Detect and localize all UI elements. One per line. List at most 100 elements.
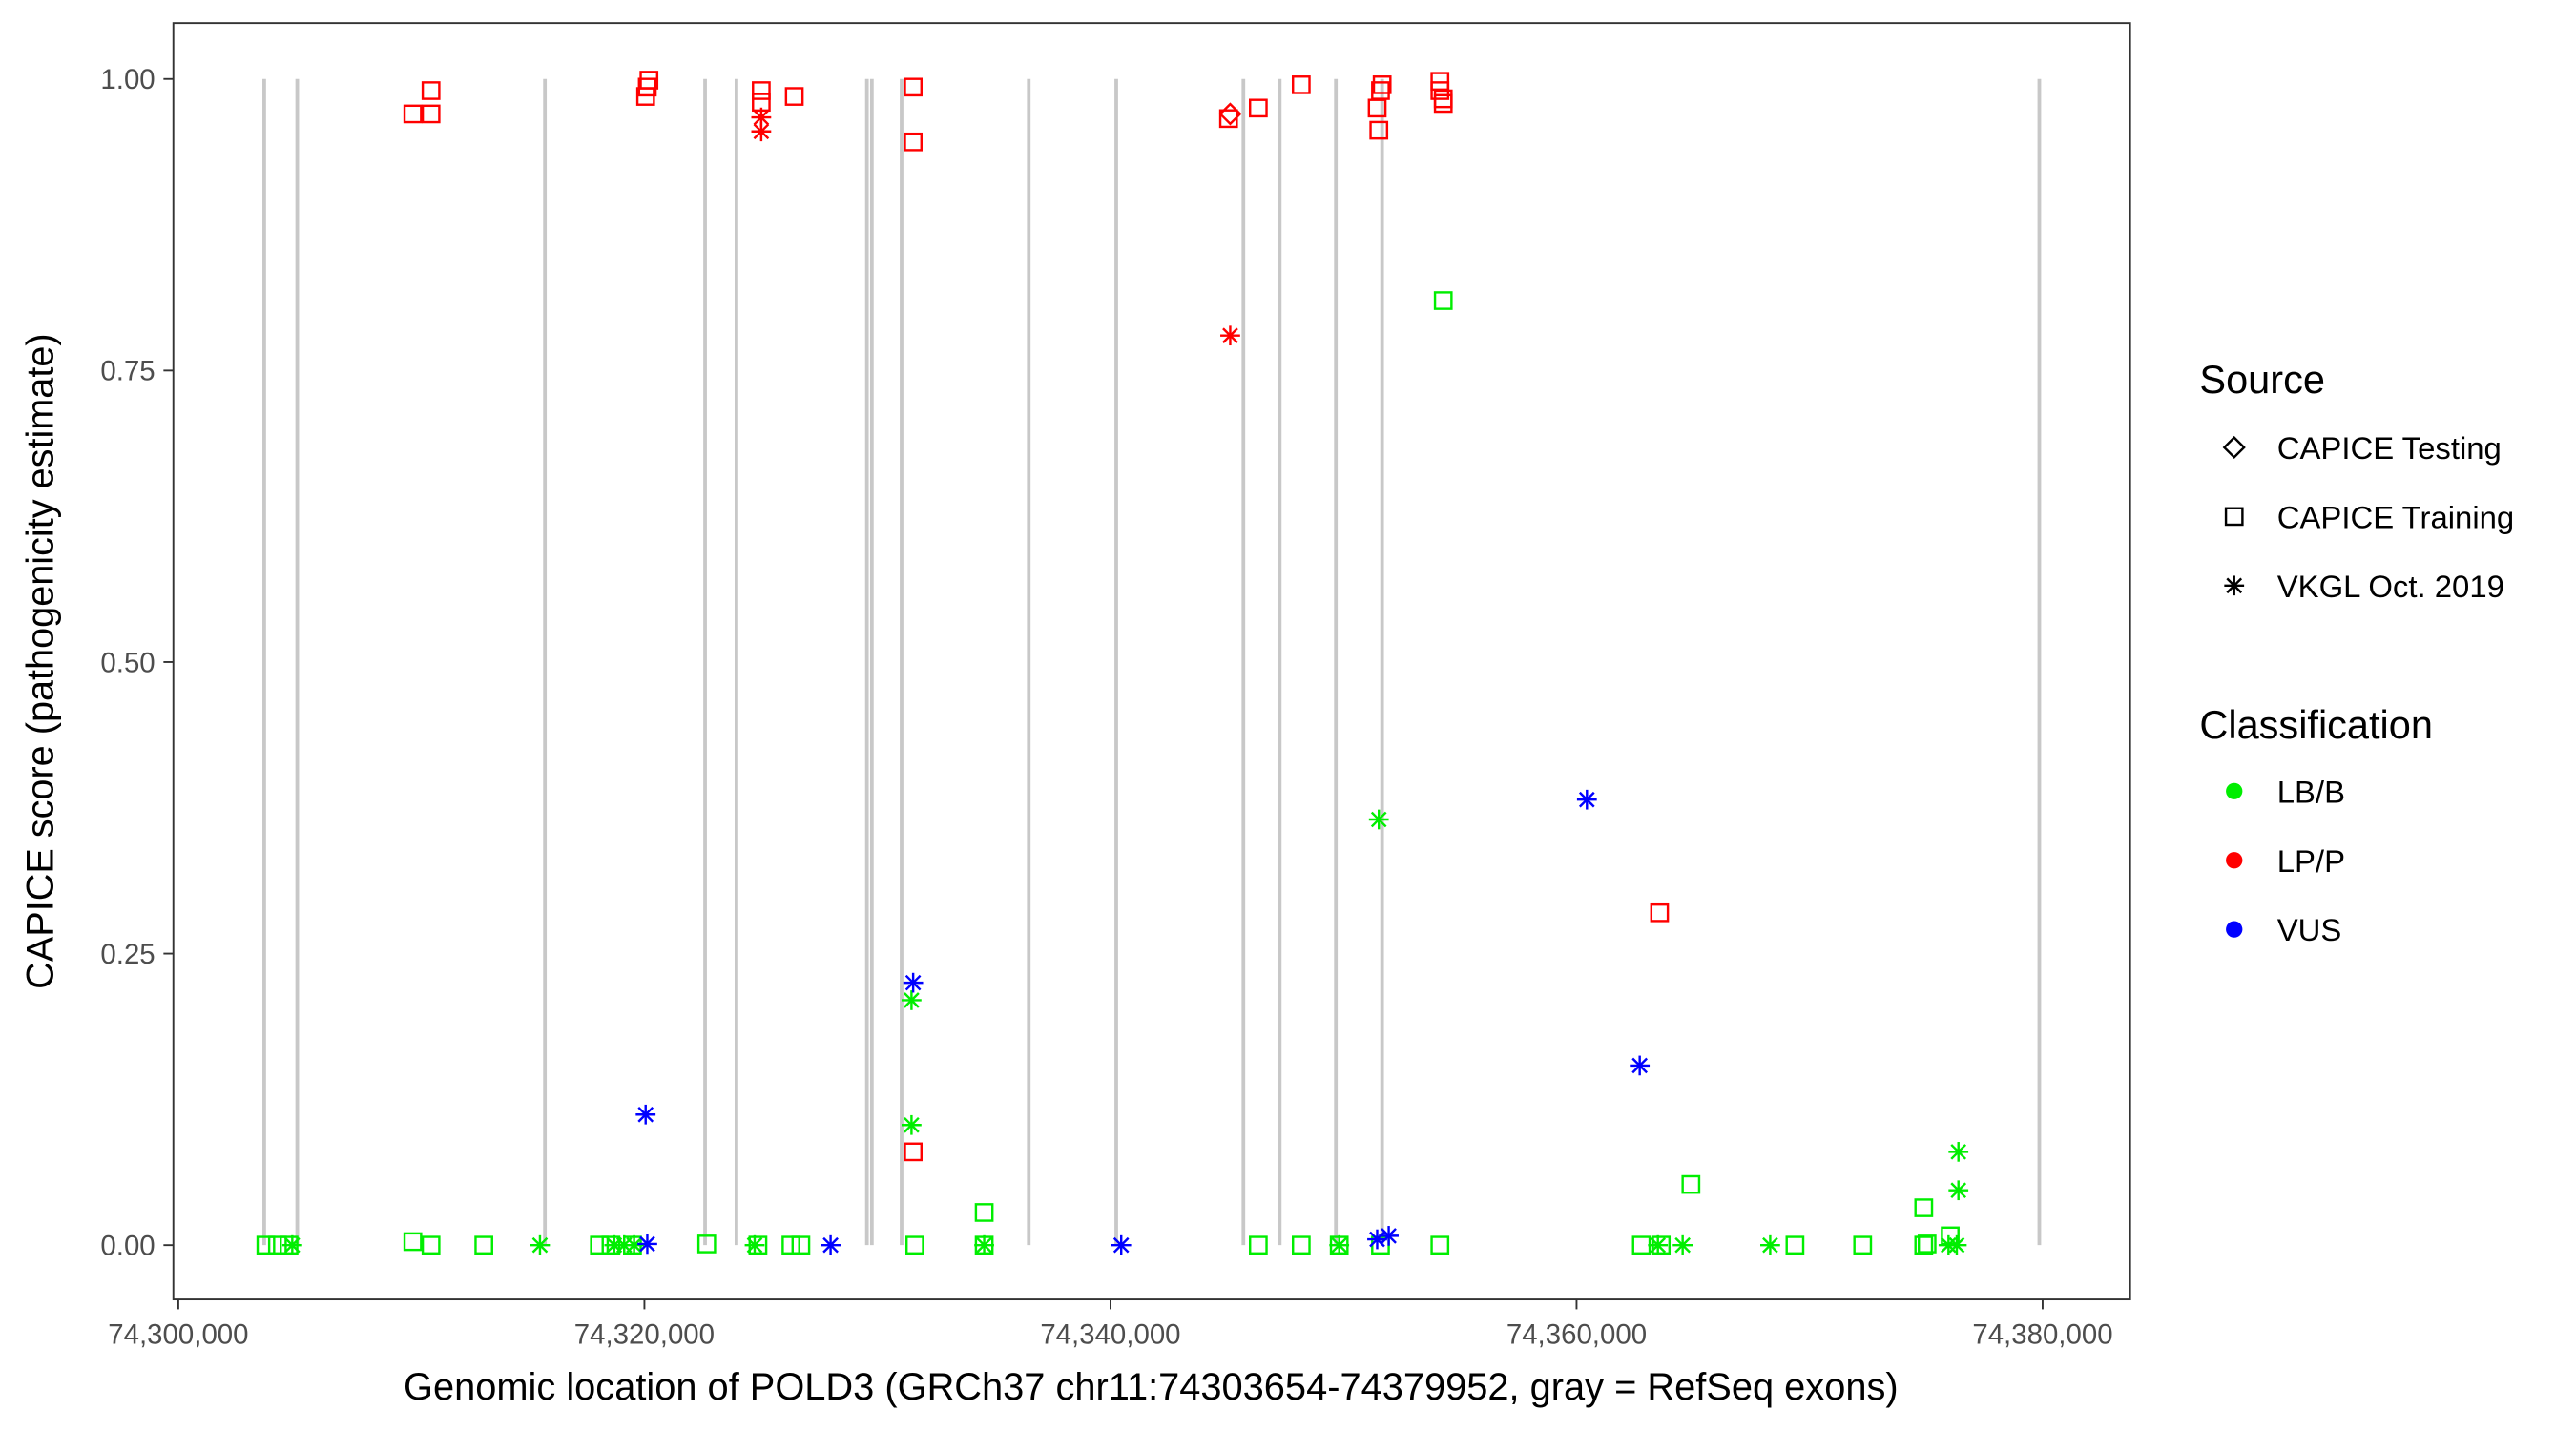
legend-class-label: LP/P [2277, 843, 2345, 879]
asterisk-stroke [1222, 327, 1238, 343]
square-marker [781, 1235, 800, 1255]
data-point [1291, 75, 1311, 94]
data-point [1218, 102, 1242, 126]
legend-class-dot-icon [2226, 782, 2243, 799]
data-point [1249, 1235, 1268, 1255]
square-marker [1433, 93, 1453, 114]
diamond-marker [2222, 435, 2246, 460]
square-marker [421, 104, 441, 124]
data-point [474, 1235, 493, 1255]
square-marker [403, 1232, 423, 1252]
data-point [781, 1235, 800, 1255]
exon-lines [262, 78, 2042, 1246]
data-point [1368, 809, 1389, 830]
data-point [784, 87, 804, 106]
diamond-marker [1218, 102, 1242, 126]
data-point [403, 1232, 423, 1252]
data-point [1576, 789, 1597, 810]
data-point [281, 1234, 302, 1255]
square-marker [1249, 1235, 1268, 1255]
square-marker [974, 1203, 994, 1222]
y-tick-label: 0.00 [100, 1231, 155, 1262]
data-point [1372, 75, 1392, 94]
square-marker [1917, 1234, 1937, 1254]
data-point [904, 77, 923, 97]
square-marker [474, 1235, 493, 1255]
data-point [751, 107, 772, 128]
data-point [530, 1234, 551, 1255]
data-point [974, 1203, 994, 1222]
square-marker [1914, 1235, 1934, 1255]
data-point [904, 1142, 923, 1162]
data-point [1249, 98, 1268, 118]
square-marker [1853, 1235, 1873, 1255]
asterisk-stroke [1950, 1182, 1967, 1199]
square-marker [256, 1235, 276, 1255]
asterisk-stroke [626, 1236, 642, 1254]
asterisk-stroke [904, 974, 922, 991]
square-marker [1369, 120, 1389, 140]
data-point [421, 81, 441, 100]
asterisk-stroke [531, 1236, 549, 1254]
x-tick-label: 74,360,000 [1506, 1319, 1647, 1351]
data-point [1948, 1142, 1969, 1162]
data-point [1220, 325, 1240, 346]
data-point [1917, 1234, 1937, 1254]
square-marker [1914, 1198, 1934, 1217]
data-point [1650, 902, 1670, 923]
y-tick-label: 0.50 [100, 647, 155, 678]
data-point [821, 1234, 841, 1255]
asterisk-stroke [904, 992, 920, 1008]
asterisk-stroke [1578, 791, 1595, 808]
asterisk-stroke [1370, 811, 1387, 828]
asterisk-stroke [822, 1236, 839, 1254]
square-marker [637, 77, 657, 97]
data-point [696, 1234, 717, 1254]
x-axis-title: Genomic location of POLD3 (GRCh37 chr11:… [404, 1366, 1899, 1408]
asterisk-stroke [1381, 1228, 1397, 1244]
legend-source-key-square-icon [2224, 507, 2244, 527]
square-marker [784, 87, 804, 106]
legend: Source Classification CAPICE Testing CAPI… [2199, 357, 2514, 947]
legend-source-title: Source [2199, 357, 2325, 402]
data-point [1946, 1234, 1967, 1255]
legend-source-label: CAPICE Testing [2277, 430, 2502, 466]
data-point [403, 104, 423, 124]
data-point [1948, 1180, 1969, 1201]
data-point [1369, 120, 1389, 140]
square-marker [1372, 75, 1392, 94]
data-point [1379, 1226, 1399, 1246]
x-axis: 74,300,000 74,320,000 74,340,000 74,360,000… [108, 1299, 2113, 1351]
asterisk-stroke [1762, 1236, 1778, 1254]
data-point [637, 77, 657, 97]
data-point [1914, 1198, 1934, 1217]
square-marker [2224, 507, 2244, 527]
data-point [1111, 1234, 1132, 1255]
data-point [1760, 1234, 1780, 1255]
legend-source-label: CAPICE Training [2277, 500, 2515, 535]
data-point [421, 1235, 441, 1255]
legend-source-key-asterisk-icon [2224, 575, 2245, 596]
square-marker [905, 1235, 924, 1255]
asterisk-stroke [753, 123, 770, 140]
data-point [1914, 1235, 1934, 1255]
data-points [256, 71, 1969, 1255]
legend-source-key-diamond-icon [2222, 435, 2246, 460]
legend-class-dot-icon [2226, 852, 2243, 869]
asterisk-stroke [1650, 1236, 1667, 1254]
data-point [1430, 1235, 1450, 1255]
asterisk-stroke [1950, 1144, 1967, 1160]
data-point [752, 81, 771, 100]
x-tick-label: 74,300,000 [108, 1319, 248, 1351]
data-point [1630, 1055, 1651, 1076]
asterisk-stroke [284, 1236, 301, 1254]
data-point [256, 1235, 276, 1255]
x-tick-label: 74,320,000 [574, 1319, 715, 1351]
data-point [1433, 93, 1453, 114]
data-point [1785, 1235, 1805, 1255]
square-marker [1433, 291, 1453, 310]
data-point [1291, 1235, 1311, 1255]
data-point [903, 972, 924, 993]
square-marker [904, 77, 923, 97]
y-tick-label: 0.25 [100, 939, 155, 970]
